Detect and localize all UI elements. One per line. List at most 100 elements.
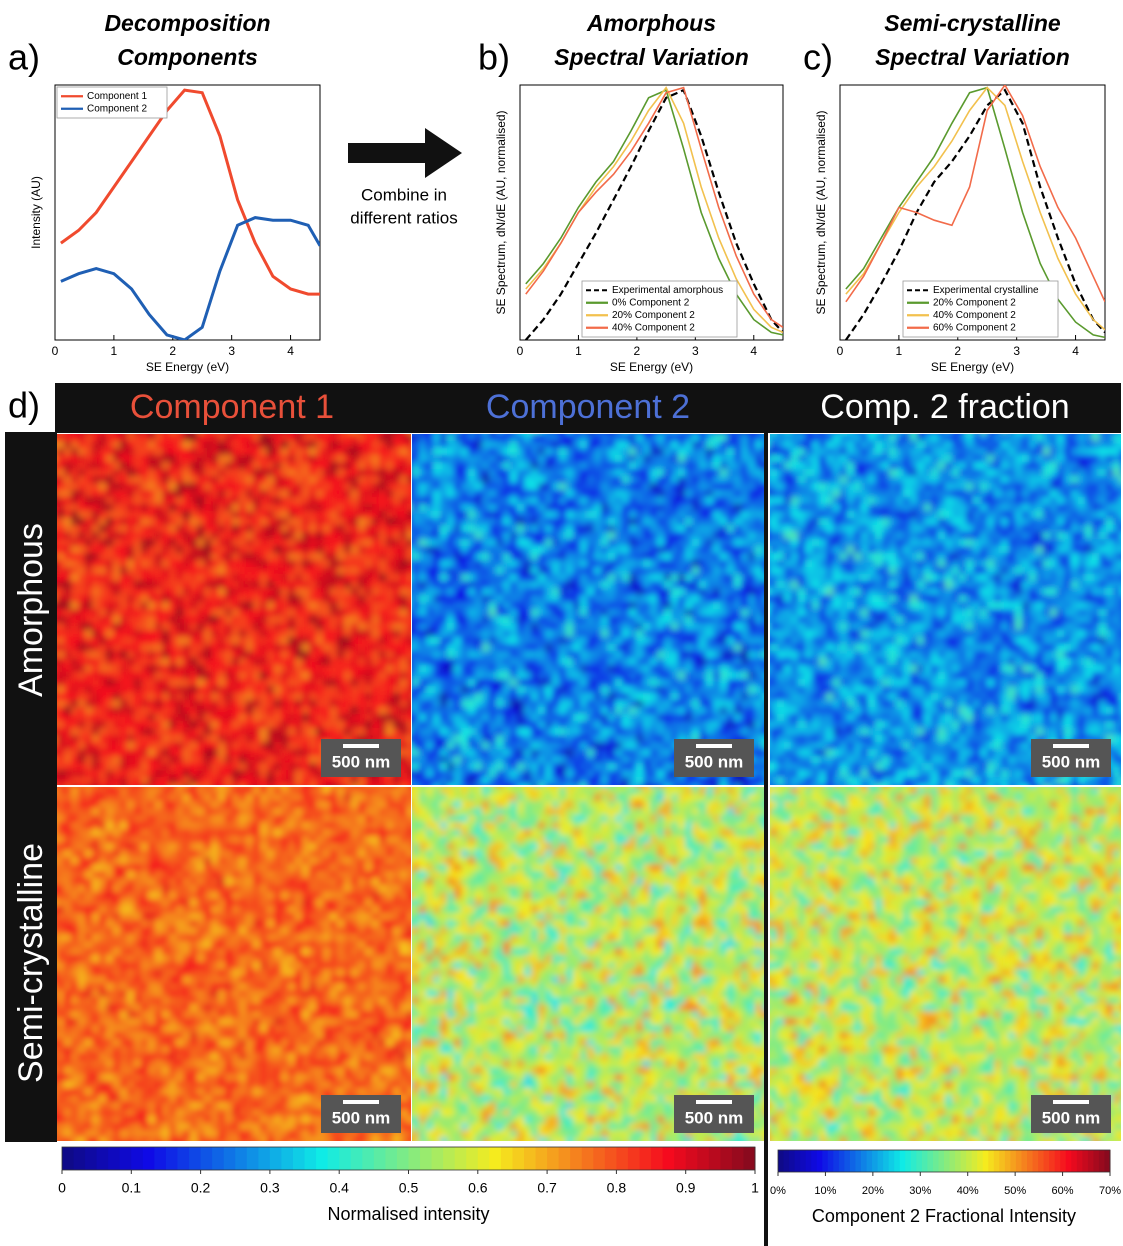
- map-cell: [267, 651, 275, 659]
- map-cell: [239, 721, 247, 729]
- map-cell: [253, 490, 261, 498]
- map-cell: [253, 962, 261, 970]
- map-cell: [169, 434, 177, 442]
- map-cell: [113, 934, 121, 942]
- map-cell: [400, 801, 408, 809]
- map-cell: [71, 609, 79, 617]
- map-cell: [134, 441, 142, 449]
- map-cell: [148, 1039, 156, 1047]
- map-cell: [183, 490, 191, 498]
- map-cell: [225, 836, 233, 844]
- map-cell: [99, 609, 107, 617]
- map-cell: [71, 504, 79, 512]
- map-cell: [113, 525, 121, 533]
- map-cell: [246, 567, 254, 575]
- map-cell: [400, 1053, 408, 1061]
- map-cell: [239, 1011, 247, 1019]
- map-cell: [274, 630, 282, 638]
- map-cell: [106, 546, 114, 554]
- map-cell: [218, 553, 226, 561]
- map-cell: [372, 574, 380, 582]
- map-cell: [92, 927, 100, 935]
- map-cell: [281, 574, 289, 582]
- map-cell: [211, 1018, 219, 1026]
- map-cell: [183, 850, 191, 858]
- map-cell: [309, 808, 317, 816]
- map-cell: [344, 609, 352, 617]
- map-cell: [358, 787, 366, 795]
- map-cell: [176, 448, 184, 456]
- map-cell: [218, 623, 226, 631]
- map-cell: [197, 962, 205, 970]
- map-cell: [64, 1018, 72, 1026]
- map-cell: [127, 808, 135, 816]
- map-cell: [113, 815, 121, 823]
- map-cell: [113, 672, 121, 680]
- map-cell: [197, 794, 205, 802]
- map-cell: [155, 476, 163, 484]
- map-cell: [232, 983, 240, 991]
- map-cell: [274, 913, 282, 921]
- map-cell: [379, 714, 387, 722]
- map-cell: [162, 794, 170, 802]
- map-cell: [302, 490, 310, 498]
- map-cell: [78, 490, 86, 498]
- map-cell: [120, 518, 128, 526]
- map-cell: [155, 1046, 163, 1054]
- map-cell: [288, 955, 296, 963]
- map-cell: [365, 941, 373, 949]
- map-cell: [134, 693, 142, 701]
- map-cell: [155, 539, 163, 547]
- map-cell: [260, 864, 268, 872]
- map-cell: [309, 990, 317, 998]
- map-cell: [99, 815, 107, 823]
- map-cell: [169, 707, 177, 715]
- map-cell: [134, 1011, 142, 1019]
- map-cell: [134, 899, 142, 907]
- map-cell: [323, 955, 331, 963]
- map-cell: [141, 843, 149, 851]
- map-cell: [211, 913, 219, 921]
- map-cell: [57, 588, 65, 596]
- map-cell: [78, 794, 86, 802]
- map-cell: [246, 990, 254, 998]
- map-cell: [92, 899, 100, 907]
- map-cell: [323, 885, 331, 893]
- map-cell: [260, 623, 268, 631]
- map-cell: [120, 749, 128, 757]
- map-cell: [337, 1060, 345, 1068]
- map-cell: [323, 962, 331, 970]
- map-cell: [351, 997, 359, 1005]
- map-cell: [148, 441, 156, 449]
- map-cell: [120, 532, 128, 540]
- map-cell: [176, 976, 184, 984]
- map-cell: [365, 787, 373, 795]
- map-cell: [92, 721, 100, 729]
- map-cell: [232, 532, 240, 540]
- map-cell: [176, 546, 184, 554]
- map-cell: [225, 658, 233, 666]
- map-cell: [183, 560, 191, 568]
- map-cell: [393, 623, 401, 631]
- map-cell: [71, 836, 79, 844]
- map-cell: [393, 455, 401, 463]
- map-cell: [288, 553, 296, 561]
- map-cell: [197, 595, 205, 603]
- map-cell: [169, 1025, 177, 1033]
- map-cell: [141, 721, 149, 729]
- map-cell: [155, 885, 163, 893]
- map-cell: [71, 941, 79, 949]
- map-cell: [379, 609, 387, 617]
- map-cell: [386, 441, 394, 449]
- map-cell: [176, 1046, 184, 1054]
- map-cell: [274, 777, 282, 785]
- map-cell: [218, 955, 226, 963]
- map-cell: [183, 871, 191, 879]
- map-cell: [218, 504, 226, 512]
- map-cell: [295, 1025, 303, 1033]
- map-cell: [295, 581, 303, 589]
- map-cell: [64, 1039, 72, 1047]
- map-cell: [379, 836, 387, 844]
- map-cell: [64, 990, 72, 998]
- map-cell: [78, 983, 86, 991]
